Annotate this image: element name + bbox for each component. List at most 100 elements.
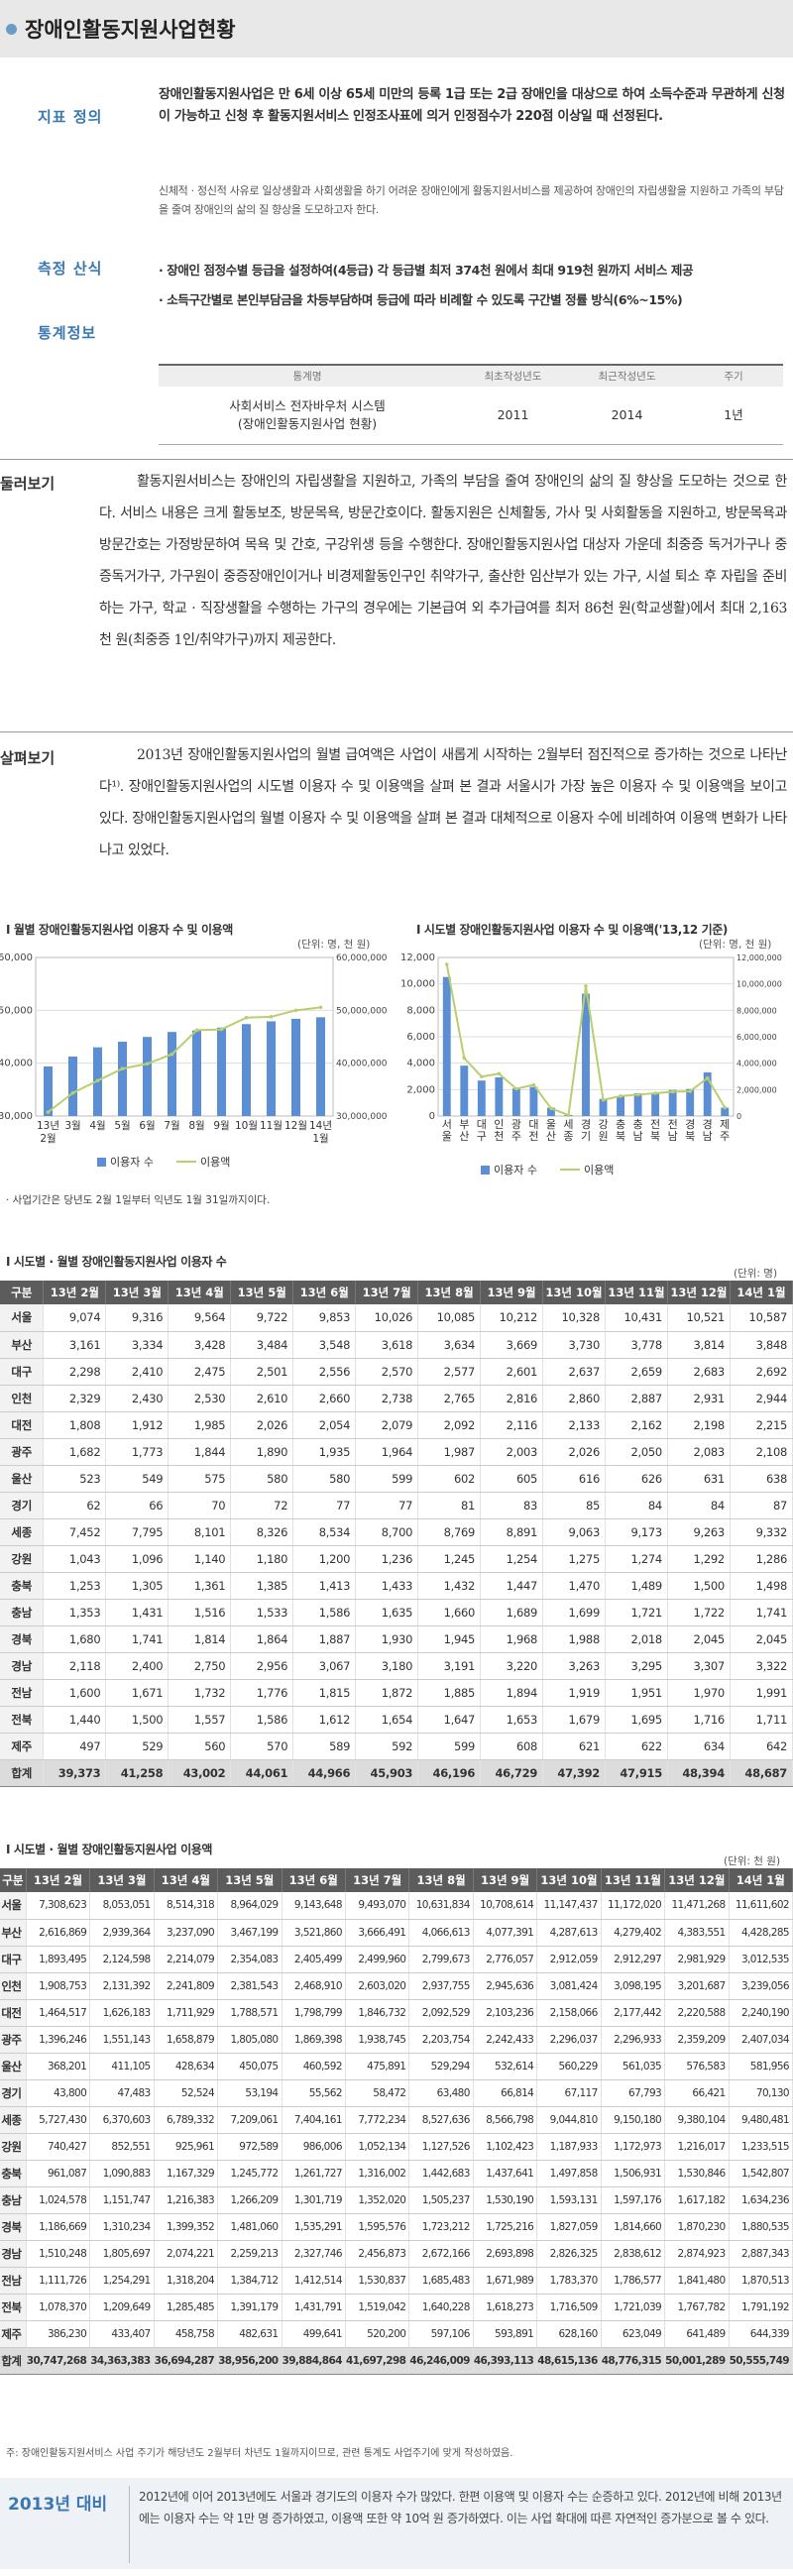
- table-row: 대구 1,893,495 2,124,598 2,214,079 2,354,083 2,…: [0, 1946, 793, 1973]
- region-cell: 제주: [0, 1733, 45, 1760]
- value-cell: 499,641: [282, 2320, 346, 2348]
- value-cell: 2,220,588: [664, 1999, 730, 2027]
- table-row: 충북 961,087 1,090,883 1,167,329 1,245,772 1,26…: [0, 2160, 793, 2187]
- value-cell: 1,827,059: [536, 2213, 602, 2241]
- value-cell: 631: [667, 1465, 731, 1493]
- value-cell: 8,101: [168, 1518, 232, 1546]
- value-cell: 560,229: [536, 2053, 602, 2080]
- value-cell: 1,725,216: [473, 2213, 538, 2241]
- value-cell: 2,939,364: [89, 1919, 155, 1947]
- x-tick-label: 1월: [312, 1133, 328, 1145]
- value-cell: 2,298: [43, 1358, 107, 1386]
- value-cell: 39,884,864: [282, 2347, 346, 2375]
- stats-header: 통계명: [159, 365, 456, 387]
- value-cell: 2,683: [667, 1358, 731, 1386]
- plot-area: [35, 956, 334, 1117]
- value-cell: 605: [480, 1465, 544, 1493]
- value-cell: 8,053,051: [89, 1892, 155, 1920]
- table-header-cell: 13년 5월: [230, 1281, 294, 1304]
- value-cell: 1,470: [542, 1572, 606, 1600]
- x-tick-label: 6월: [139, 1120, 155, 1132]
- value-cell: 2,079: [355, 1411, 419, 1439]
- value-cell: 482,631: [217, 2320, 283, 2348]
- value-cell: 2,556: [292, 1358, 357, 1386]
- chart1-unit: (단위: 명, 천 원): [297, 939, 371, 951]
- point-amount: [95, 1078, 100, 1083]
- divider: [0, 731, 793, 732]
- value-cell: 3,098,195: [601, 1972, 666, 2000]
- table-row: 대전 1,464,517 1,626,183 1,711,929 1,788,571 1,…: [0, 1999, 793, 2027]
- table-header-cell: 구분: [0, 1281, 45, 1304]
- table-header-cell: 13년 3월: [105, 1281, 170, 1304]
- value-cell: 2,214,079: [154, 1946, 219, 1973]
- value-cell: 8,514,318: [154, 1892, 219, 1920]
- value-cell: 2,327,746: [282, 2240, 346, 2268]
- value-cell: 972,589: [217, 2133, 283, 2161]
- x-tick-label: 북: [616, 1130, 625, 1143]
- x-tick-label: 대: [528, 1118, 538, 1131]
- x-tick-label: 인: [494, 1118, 504, 1131]
- table-row: 광주 1,682 1,773 1,844 1,890 1,935 1,964 1,987 2,0…: [0, 1438, 793, 1466]
- table-header-cell: 13년 12월: [664, 1868, 730, 1892]
- value-cell: 1,660: [417, 1599, 482, 1626]
- value-cell: 3,467,199: [217, 1919, 283, 1947]
- value-cell: 9,493,070: [345, 1892, 410, 1920]
- region-cell: 대전: [0, 1999, 27, 2027]
- table-row: 서울 7,308,623 8,053,051 8,514,318 8,964,029 9,…: [0, 1892, 793, 1920]
- stats-cell: 1년: [724, 406, 743, 422]
- value-cell: 70,130: [729, 2079, 793, 2107]
- value-cell: 3,239,056: [729, 1972, 793, 2000]
- value-cell: 9,316: [105, 1304, 170, 1332]
- value-cell: 7,452: [43, 1518, 107, 1546]
- x-tick-label: 대: [477, 1118, 487, 1131]
- value-cell: 3,263: [542, 1652, 606, 1680]
- overview-text: 활동지원서비스는 장애인의 자립생활을 지원하고, 가족의 부담을 줄여 장애인…: [99, 474, 787, 648]
- bar-users: [721, 1107, 730, 1116]
- table-row: 울산 523 549 575 580 580 599 602 605 616 626 631 638: [0, 1465, 793, 1493]
- value-cell: 2,124,598: [89, 1946, 155, 1973]
- value-cell: 9,263: [667, 1518, 731, 1546]
- stats-cell: 2011: [497, 406, 529, 422]
- value-cell: 63,480: [408, 2079, 474, 2107]
- value-cell: 2,050: [605, 1438, 668, 1466]
- value-cell: 1,671,989: [473, 2267, 538, 2295]
- value-cell: 2,242,433: [473, 2026, 538, 2054]
- value-cell: 8,326: [230, 1518, 294, 1546]
- value-cell: 3,307: [667, 1652, 731, 1680]
- value-cell: 1,846,732: [345, 1999, 410, 2027]
- users-table-title: Ⅰ 시도별 · 월별 장애인활동지원사업 이용자 수: [6, 1255, 227, 1269]
- x-tick-label: 남: [633, 1130, 643, 1143]
- bar-users: [546, 1107, 555, 1116]
- value-cell: 1,773: [105, 1438, 170, 1466]
- region-cell: 세종: [0, 1518, 45, 1546]
- value-cell: 7,308,623: [26, 1892, 91, 1920]
- point-amount: [705, 1075, 710, 1080]
- value-cell: 1,626,183: [89, 1999, 155, 2027]
- x-tick-label: 울: [546, 1118, 556, 1131]
- value-cell: 67,117: [536, 2079, 602, 2107]
- value-cell: 3,161: [43, 1331, 107, 1359]
- value-cell: 2,103,236: [473, 1999, 538, 2027]
- value-cell: 2,765: [417, 1385, 482, 1412]
- bar-users: [460, 1065, 469, 1116]
- value-cell: 1,412,514: [282, 2267, 346, 2295]
- value-cell: 2,296,037: [536, 2026, 602, 2054]
- value-cell: 7,209,061: [217, 2106, 283, 2134]
- value-cell: 47,483: [89, 2079, 155, 2107]
- x-tick-label: 종: [563, 1130, 573, 1143]
- value-cell: 77: [292, 1492, 357, 1519]
- value-cell: 961,087: [26, 2160, 91, 2187]
- point-amount: [46, 1110, 51, 1114]
- value-cell: 1,653: [480, 1706, 544, 1734]
- y-tick-label-left: 4,000: [406, 1059, 435, 1069]
- table-row: 경북 1,186,669 1,310,234 1,399,352 1,481,060 1,…: [0, 2213, 793, 2241]
- value-cell: 1,647: [417, 1706, 482, 1734]
- value-cell: 46,393,113: [473, 2347, 538, 2375]
- region-cell: 대전: [0, 1411, 45, 1439]
- value-cell: 2,937,755: [408, 1972, 474, 2000]
- x-tick-label: 세: [563, 1118, 573, 1131]
- y-tick-label-right: 50,000,000: [336, 1006, 388, 1016]
- chart1-monthly-svg: 30,000 30,000,000 40,000 40,000,000 50,000 50…: [0, 952, 388, 1169]
- value-cell: 1,987: [417, 1438, 482, 1466]
- value-cell: 1,318,204: [154, 2267, 219, 2295]
